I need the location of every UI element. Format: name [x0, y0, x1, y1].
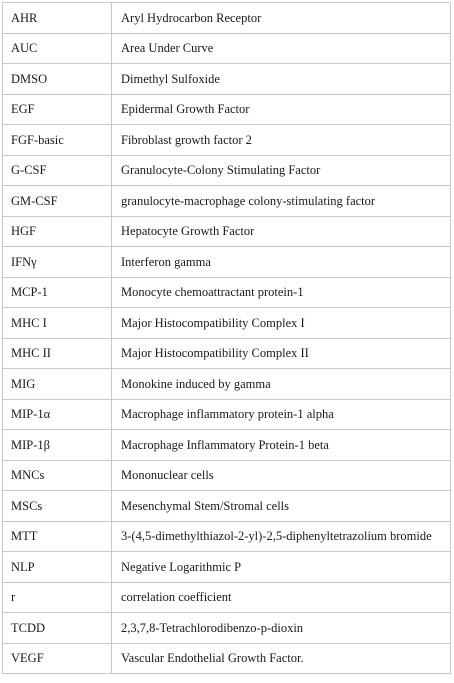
definition-cell: Mononuclear cells: [111, 459, 451, 491]
definition-cell: Hepatocyte Growth Factor: [111, 215, 451, 247]
abbreviation-cell: MHC I: [2, 307, 112, 339]
definition-cell: Macrophage inflammatory protein-1 alpha: [111, 398, 451, 430]
table-row: MTT 3-(4,5-dimethylthiazol-2-yl)-2,5-diph…: [2, 520, 451, 552]
abbreviation-cell: TCDD: [2, 612, 112, 644]
abbreviation-cell: MIP-1α: [2, 398, 112, 430]
abbreviation-cell: MCP-1: [2, 276, 112, 308]
table-row: MNCs Mononuclear cells: [2, 459, 451, 491]
table-row: MIG Monokine induced by gamma: [2, 368, 451, 400]
abbreviation-cell: MTT: [2, 520, 112, 552]
abbreviation-cell: AHR: [2, 2, 112, 34]
table-row: MIP-1β Macrophage Inflammatory Protein-1 …: [2, 429, 451, 461]
definition-cell: 2,3,7,8-Tetrachlorodibenzo-p-dioxin: [111, 612, 451, 644]
table-row: G-CSF Granulocyte-Colony Stimulating Fact…: [2, 154, 451, 186]
abbreviation-cell: MSCs: [2, 490, 112, 522]
abbreviation-cell: DMSO: [2, 63, 112, 95]
definition-cell: Epidermal Growth Factor: [111, 93, 451, 125]
abbreviation-cell: MHC II: [2, 337, 112, 369]
table-row: VEGF Vascular Endothelial Growth Factor.: [2, 642, 451, 674]
abbreviation-cell: GM-CSF: [2, 185, 112, 217]
abbreviation-cell: MIP-1β: [2, 429, 112, 461]
table-row: AHR Aryl Hydrocarbon Receptor: [2, 2, 451, 34]
definition-cell: Fibroblast growth factor 2: [111, 124, 451, 156]
definition-cell: Macrophage Inflammatory Protein-1 beta: [111, 429, 451, 461]
definition-cell: Aryl Hydrocarbon Receptor: [111, 2, 451, 34]
table-row: MHC I Major Histocompatibility Complex I: [2, 307, 451, 339]
table-row: FGF-basic Fibroblast growth factor 2: [2, 124, 451, 156]
table-row: MIP-1α Macrophage inflammatory protein-1 …: [2, 398, 451, 430]
definition-cell: granulocyte-macrophage colony-stimulatin…: [111, 185, 451, 217]
table-row: MHC II Major Histocompatibility Complex I…: [2, 337, 451, 369]
abbreviation-cell: NLP: [2, 551, 112, 583]
table-row: DMSO Dimethyl Sulfoxide: [2, 63, 451, 95]
table-row: MSCs Mesenchymal Stem/Stromal cells: [2, 490, 451, 522]
abbreviation-cell: EGF: [2, 93, 112, 125]
table-row: AUC Area Under Curve: [2, 32, 451, 64]
definition-cell: Granulocyte-Colony Stimulating Factor: [111, 154, 451, 186]
definition-cell: Mesenchymal Stem/Stromal cells: [111, 490, 451, 522]
definition-cell: Negative Logarithmic P: [111, 551, 451, 583]
abbreviation-cell: IFNγ: [2, 246, 112, 278]
definition-cell: Interferon gamma: [111, 246, 451, 278]
table-row: r correlation coefficient: [2, 581, 451, 613]
table-row: EGF Epidermal Growth Factor: [2, 93, 451, 125]
definition-cell: Dimethyl Sulfoxide: [111, 63, 451, 95]
definition-cell: Monocyte chemoattractant protein-1: [111, 276, 451, 308]
table-row: NLP Negative Logarithmic P: [2, 551, 451, 583]
abbreviations-table-body: AHR Aryl Hydrocarbon Receptor AUC Area Unde…: [2, 2, 451, 674]
table-row: HGF Hepatocyte Growth Factor: [2, 215, 451, 247]
definition-cell: Monokine induced by gamma: [111, 368, 451, 400]
abbreviation-cell: r: [2, 581, 112, 613]
table-row: TCDD 2,3,7,8-Tetrachlorodibenzo-p-dioxin: [2, 612, 451, 644]
abbreviations-table: AHR Aryl Hydrocarbon Receptor AUC Area Unde…: [2, 2, 451, 674]
definition-cell: correlation coefficient: [111, 581, 451, 613]
table-row: IFNγ Interferon gamma: [2, 246, 451, 278]
table-row: GM-CSF granulocyte-macrophage colony-stim…: [2, 185, 451, 217]
abbreviation-cell: MIG: [2, 368, 112, 400]
abbreviation-cell: MNCs: [2, 459, 112, 491]
abbreviation-cell: VEGF: [2, 642, 112, 674]
abbreviation-cell: G-CSF: [2, 154, 112, 186]
abbreviation-cell: FGF-basic: [2, 124, 112, 156]
definition-cell: Major Histocompatibility Complex II: [111, 337, 451, 369]
definition-cell: Area Under Curve: [111, 32, 451, 64]
definition-cell: Major Histocompatibility Complex I: [111, 307, 451, 339]
definition-cell: 3-(4,5-dimethylthiazol-2-yl)-2,5-dipheny…: [111, 520, 451, 552]
abbreviation-cell: HGF: [2, 215, 112, 247]
abbreviation-cell: AUC: [2, 32, 112, 64]
definition-cell: Vascular Endothelial Growth Factor.: [111, 642, 451, 674]
table-row: MCP-1 Monocyte chemoattractant protein-1: [2, 276, 451, 308]
